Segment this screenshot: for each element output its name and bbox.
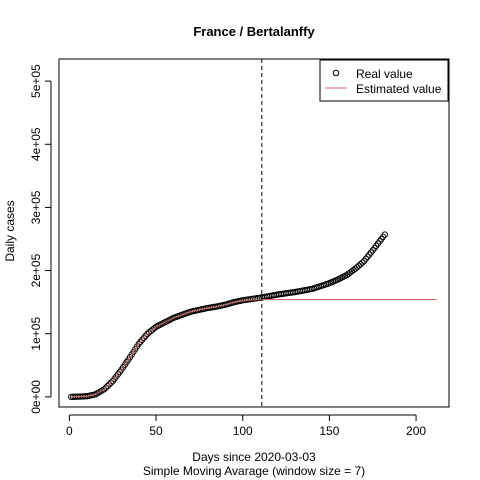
legend-real-label: Real value xyxy=(356,67,413,81)
real-value-point xyxy=(100,386,108,393)
y-tick-label: 3e+05 xyxy=(29,190,43,224)
real-value-point xyxy=(142,332,149,339)
y-axis: 0e+00 1e+05 2e+05 3e+05 4e+05 5e+05 xyxy=(29,64,52,414)
legend-real-symbol xyxy=(332,69,340,77)
real-value-point xyxy=(140,334,148,341)
chart-title: France / Bertalanffy xyxy=(193,24,315,39)
x-tick-label: 50 xyxy=(149,424,163,438)
plot-frame xyxy=(58,58,450,408)
legend-box xyxy=(319,59,449,102)
plot-area xyxy=(67,59,437,407)
x-tick-label: 150 xyxy=(319,424,339,438)
y-tick-label: 0e+00 xyxy=(29,380,43,414)
legend: Real value Estimated value xyxy=(319,59,449,102)
y-tick-label: 4e+05 xyxy=(29,127,43,161)
real-value-point xyxy=(106,381,113,388)
y-tick-label: 5e+05 xyxy=(29,64,43,98)
y-tick-label: 1e+05 xyxy=(29,317,43,351)
x-tick-label: 100 xyxy=(233,424,253,438)
real-value-point xyxy=(104,382,111,390)
real-value-point xyxy=(102,384,109,391)
x-tick-label: 200 xyxy=(406,424,426,438)
real-value-point xyxy=(107,379,115,386)
chart-subtitle: Simple Moving Avarage (window size = 7) xyxy=(143,464,365,478)
real-value-point xyxy=(135,340,142,347)
y-axis-label: Daily cases xyxy=(3,200,17,261)
x-tick-label: 0 xyxy=(66,424,73,438)
real-value-points xyxy=(67,231,389,401)
real-value-point xyxy=(137,338,144,345)
real-value-point xyxy=(381,231,389,238)
estimated-value-line xyxy=(71,298,437,398)
y-tick-label: 2e+05 xyxy=(29,253,43,287)
x-axis-label: Days since 2020-03-03 xyxy=(192,450,316,464)
x-axis: 0 50 100 150 200 xyxy=(66,414,426,438)
real-value-point xyxy=(359,259,366,266)
legend-estimated-label: Estimated value xyxy=(356,82,442,96)
real-value-point xyxy=(139,336,146,343)
